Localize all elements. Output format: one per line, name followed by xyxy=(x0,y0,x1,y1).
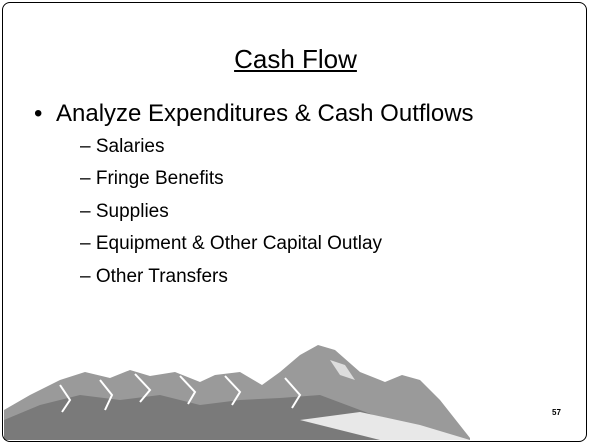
slide-title: Cash Flow xyxy=(0,44,591,75)
page-number: 57 xyxy=(552,408,561,417)
slide-page: Cash Flow Analyze Expenditures & Cash Ou… xyxy=(0,0,591,446)
sub-item: – Supplies xyxy=(80,201,169,223)
sub-item: – Other Transfers xyxy=(80,266,228,288)
sub-item: – Salaries xyxy=(80,136,165,158)
bullet: Analyze Expenditures & Cash Outflows xyxy=(56,100,474,128)
sub-item: – Equipment & Other Capital Outlay xyxy=(80,233,382,255)
sub-item: – Fringe Benefits xyxy=(80,168,224,190)
